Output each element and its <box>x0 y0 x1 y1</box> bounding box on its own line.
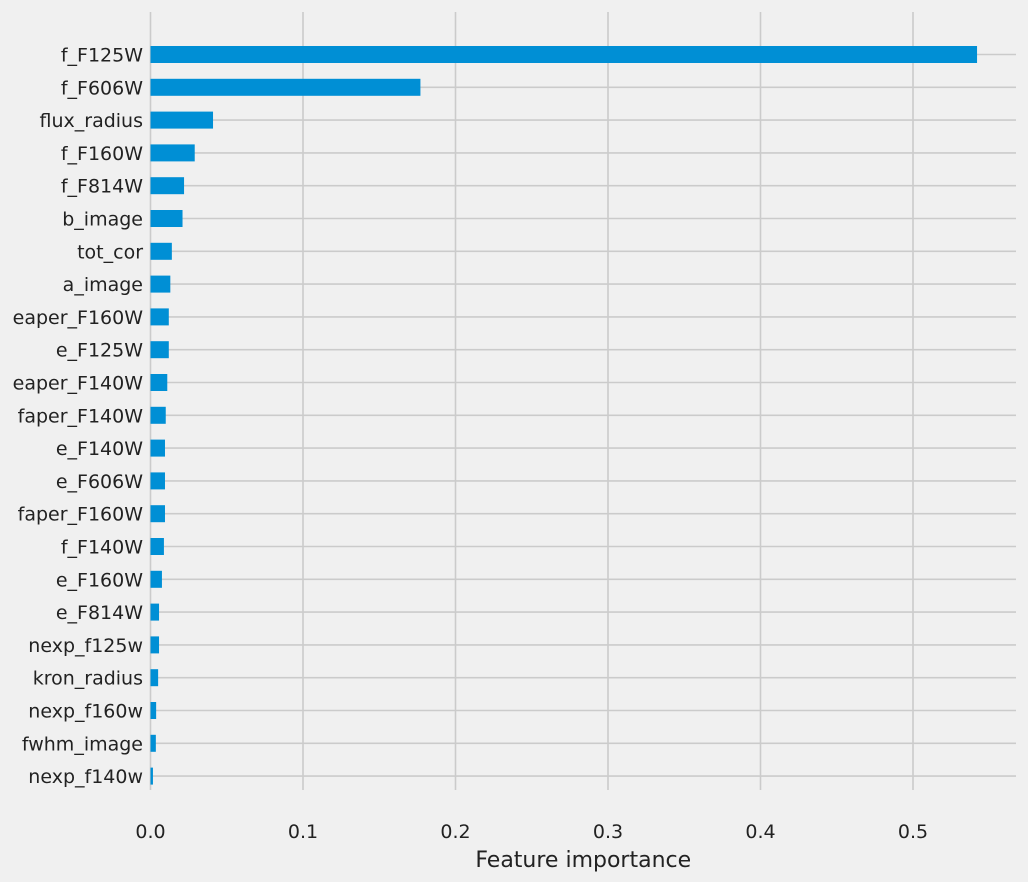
y-tick-label-eaper_F140W: eaper_F140W <box>13 373 144 395</box>
bar-eaper_F140W <box>150 374 168 391</box>
bar-nexp_f125w <box>150 636 160 654</box>
y-tick-label-f_F140W: f_F140W <box>61 537 143 559</box>
y-tick-label-faper_F160W: faper_F160W <box>18 504 144 526</box>
y-tick-label-faper_F140W: faper_F140W <box>18 405 144 427</box>
y-tick-label-f_F606W: f_F606W <box>61 77 143 99</box>
y-tick-label-nexp_f125w: nexp_f125w <box>28 635 143 657</box>
y-tick-label-f_F125W: f_F125W <box>61 45 143 67</box>
bar-f_F606W <box>150 78 421 96</box>
bar-tot_cor <box>150 242 172 260</box>
bar-e_F140W <box>150 439 165 457</box>
y-tick-labels: f_F125W f_F606W flux_radius f_F160W f_F814Wb… <box>13 45 144 789</box>
bar-kron_radius <box>150 669 159 687</box>
bar-f_F814W <box>150 177 185 195</box>
y-tick-label-nexp_f140w: nexp_f140w <box>28 766 143 788</box>
bar-a_image <box>150 275 171 293</box>
bar-e_F125W <box>150 341 169 359</box>
x-tick-label-5: 0.5 <box>898 821 928 843</box>
bar-f_F125W <box>150 46 978 63</box>
y-tick-label-b_image: b_image <box>62 209 143 231</box>
y-tick-label-tot_cor: tot_cor <box>77 241 143 263</box>
x-tick-label-4: 0.4 <box>745 821 775 843</box>
bars <box>150 46 978 785</box>
y-tick-label-flux_radius: flux_radius <box>40 110 144 132</box>
bar-e_F606W <box>150 472 165 490</box>
x-tick-label-3: 0.3 <box>593 821 623 843</box>
bar-flux_radius <box>150 111 214 129</box>
y-tick-label-e_F125W: e_F125W <box>56 340 143 362</box>
x-tick-labels: 0.0 0.1 0.2 0.3 0.4 0.5 <box>135 821 928 843</box>
y-tick-label-eaper_F160W: eaper_F160W <box>13 307 144 329</box>
bar-eaper_F160W <box>150 308 169 326</box>
y-tick-label-e_F606W: e_F606W <box>56 471 143 493</box>
bar-nexp_f160w <box>150 702 157 719</box>
bar-f_F140W <box>150 538 164 555</box>
bar-b_image <box>150 210 183 227</box>
y-tick-label-e_F140W: e_F140W <box>56 438 143 460</box>
x-axis-title: Feature importance <box>475 848 691 873</box>
vertical-gridlines <box>149 12 914 790</box>
horizontal-gridlines <box>150 53 1016 777</box>
x-tick-label-1: 0.1 <box>288 821 318 843</box>
y-tick-label-f_F160W: f_F160W <box>61 143 143 165</box>
bar-faper_F160W <box>150 505 165 523</box>
y-tick-label-a_image: a_image <box>63 274 143 296</box>
bar-e_F160W <box>150 570 162 588</box>
y-tick-label-fwhm_image: fwhm_image <box>22 733 143 755</box>
bar-faper_F140W <box>150 406 166 424</box>
x-tick-label-2: 0.2 <box>440 821 470 843</box>
bar-fwhm_image <box>150 734 156 752</box>
y-tick-label-kron_radius: kron_radius <box>33 668 143 690</box>
bar-f_F160W <box>150 144 195 162</box>
x-tick-label-0: 0.0 <box>135 821 165 843</box>
bar-e_F814W <box>150 603 160 621</box>
y-tick-label-f_F814W: f_F814W <box>61 176 143 198</box>
y-tick-label-e_F814W: e_F814W <box>56 602 143 624</box>
bar-nexp_f140w <box>150 767 153 785</box>
y-tick-label-nexp_f160w: nexp_f160w <box>28 701 143 723</box>
y-tick-label-e_F160W: e_F160W <box>56 569 143 591</box>
